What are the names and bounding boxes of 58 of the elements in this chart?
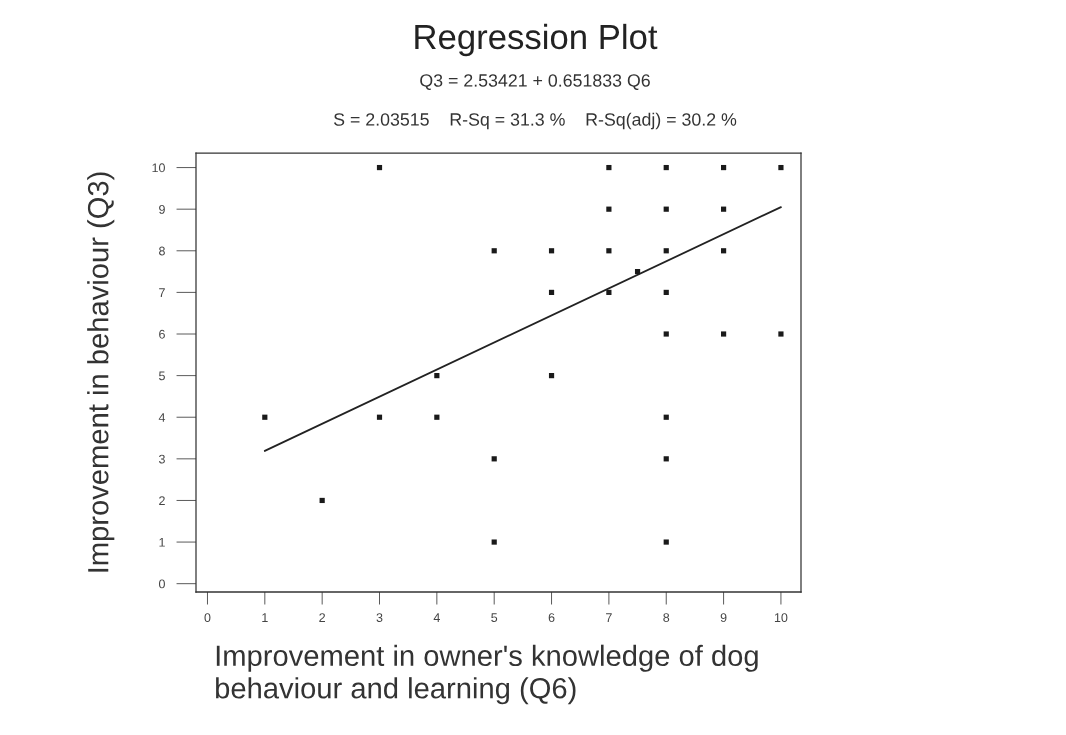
- point: [319, 497, 325, 504]
- x-tick-label: 5: [491, 613, 498, 623]
- point: [663, 539, 669, 545]
- y-tick-label: 3: [158, 454, 165, 464]
- y-tick-label: 4: [158, 413, 166, 422]
- y-tick-label: 6: [159, 329, 165, 339]
- point: [663, 206, 669, 212]
- point: [778, 164, 784, 171]
- x-tick-label: 3: [376, 613, 383, 623]
- point: [491, 456, 497, 462]
- point: [720, 248, 727, 254]
- y-axis-title: Improvement in behaviour (Q3): [87, 172, 115, 572]
- point: [720, 164, 727, 171]
- point: [663, 248, 669, 254]
- y-tick-label: 5: [158, 371, 165, 381]
- point: [606, 206, 612, 212]
- point: [376, 164, 383, 171]
- point: [491, 248, 497, 254]
- text: S = 2.03515 R-Sq = 31.3 % R-Sq(adj) = 30.2 %: [333, 112, 737, 130]
- point: [663, 414, 669, 420]
- point: [606, 164, 612, 171]
- point: [434, 414, 440, 420]
- chart-subtitle: Q3 = 2.53421 + 0.651833 Q6: [420, 74, 650, 90]
- point: [663, 164, 669, 171]
- x-tick-label: 9: [720, 613, 727, 623]
- x-tick-label: 1: [262, 613, 268, 622]
- point: [663, 289, 669, 295]
- x-tick-label: 8: [663, 613, 670, 623]
- point: [778, 331, 784, 337]
- x-tick-label: 4: [433, 613, 440, 622]
- point: [548, 289, 555, 295]
- point: [491, 539, 497, 545]
- point: [548, 248, 555, 254]
- point: [376, 414, 383, 420]
- point: [606, 289, 612, 295]
- y-tick-label: 0: [158, 579, 165, 589]
- x-axis-title: Improvement in owner's knowledge of dog behaviour and learning (Q6): [216, 644, 758, 705]
- x-tick-label: 10: [774, 613, 788, 623]
- point: [663, 331, 669, 337]
- x-tick-label: 7: [606, 613, 612, 622]
- y-tick-label: 10: [152, 163, 165, 173]
- point: [606, 248, 612, 254]
- point: [634, 268, 641, 275]
- chart-title: Regression Plot: [415, 23, 658, 57]
- x-tick-label: 2: [319, 613, 326, 622]
- x-tick-label: 0: [204, 613, 211, 623]
- point: [434, 373, 440, 379]
- x-tick-label: 6: [548, 613, 555, 623]
- y-tick-label: 7: [159, 288, 165, 297]
- point: [720, 206, 727, 212]
- y-tick-label: 1: [159, 538, 165, 547]
- y-tick-label: 9: [159, 204, 165, 214]
- point: [548, 373, 555, 379]
- y-tick-label: 8: [159, 246, 165, 256]
- point: [720, 331, 727, 337]
- y-tick-label: 2: [159, 496, 165, 505]
- point: [663, 456, 669, 462]
- point: [262, 414, 268, 420]
